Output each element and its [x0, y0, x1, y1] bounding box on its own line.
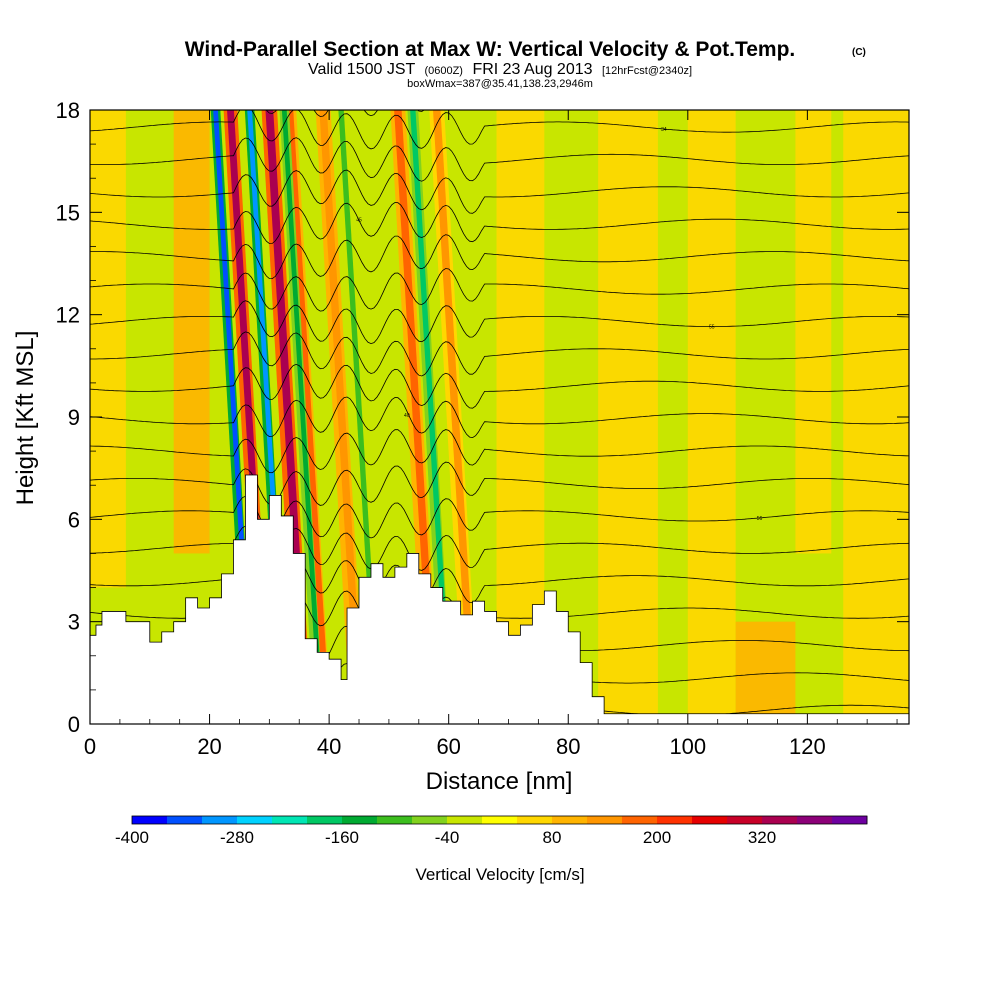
x-axis-label: Distance [nm]: [426, 768, 573, 795]
colorbar-frame: [131, 815, 868, 825]
isentrope-line: [90, 110, 909, 150]
colorbar-swatch: [587, 816, 623, 824]
x-tick-label: 40: [317, 734, 341, 759]
colorbar-tick-label: -40: [435, 828, 460, 847]
isentrope-label: 45: [356, 218, 362, 224]
velocity-band-core: [394, 110, 435, 656]
isentrope-line: [90, 268, 909, 312]
colorbar-swatch: [412, 816, 448, 824]
valid-time: Valid 1500 JST: [308, 61, 416, 78]
colorbar-swatch: [517, 816, 553, 824]
y-tick-label: 9: [68, 405, 80, 430]
velocity-band-core: [338, 110, 377, 656]
velocity-band-core: [432, 110, 474, 656]
isentrope-line: [90, 429, 909, 474]
y-tick-label: 3: [68, 610, 80, 635]
velocity-band-core: [410, 110, 449, 656]
chart-title: Wind-Parallel Section at Max W: Vertical…: [185, 38, 796, 61]
isentrope-line: [90, 300, 909, 345]
y-tick-label: 15: [56, 200, 80, 225]
y-axis-label: Height [Kft MSL]: [12, 331, 39, 506]
colorbar-swatch: [167, 816, 203, 824]
y-tick-label: 0: [68, 712, 80, 737]
y-tick-label: 6: [68, 507, 80, 532]
velocity-band-core: [265, 110, 307, 656]
x-tick-label: 120: [789, 734, 826, 759]
colorbar-tick-label: 200: [643, 828, 671, 847]
colorbar-swatch: [762, 816, 798, 824]
isentrope-line: [90, 495, 909, 539]
colorbar-swatch: [552, 816, 588, 824]
isentrope-line: [90, 137, 909, 182]
velocity-patch: [173, 110, 210, 554]
x-tick-label: 100: [669, 734, 706, 759]
velocity-band-core: [213, 110, 251, 656]
isentrope-line: [90, 525, 909, 571]
colorbar-tick-label: -280: [220, 828, 254, 847]
isentrope-label: 56: [757, 516, 763, 522]
colorbar-title: Vertical Velocity [cm/s]: [415, 865, 584, 884]
isentrope-line: [90, 363, 909, 409]
isentrope-label: 40: [404, 413, 410, 419]
colorbar-swatch: [272, 816, 308, 824]
colorbar-swatch: [832, 816, 868, 824]
isentrope-line: [90, 202, 909, 244]
isentrope-line: [90, 331, 909, 377]
colorbar-swatch: [482, 816, 518, 824]
chart-title-mark: (C): [852, 47, 866, 58]
plot-area: 60385640554534: [90, 110, 909, 724]
colorbar-tick-label: 80: [543, 828, 562, 847]
x-tick-label: 20: [197, 734, 221, 759]
y-tick-label: 12: [56, 303, 80, 328]
isentrope-label: 34: [661, 127, 667, 133]
box-wmax-line: boxWmax=387@35.41,138.23,2946m: [407, 78, 593, 90]
isentrope-label: 55: [709, 325, 715, 331]
isentrope-line: [90, 461, 909, 506]
colorbar-swatch: [797, 816, 833, 824]
velocity-band-core: [281, 110, 320, 656]
colorbar-swatch: [132, 816, 168, 824]
vertical-velocity-field: [90, 110, 909, 724]
velocity-band-core: [319, 110, 360, 656]
colorbar-tick-label: -160: [325, 828, 359, 847]
colorbar-swatch: [237, 816, 273, 824]
terrain: [90, 474, 909, 724]
colorbar-swatch: [377, 816, 413, 824]
colorbar-swatch: [447, 816, 483, 824]
chart-subtitle: Valid 1500 JST (0600Z) FRI 23 Aug 2013 […: [308, 61, 692, 78]
valid-utc: (0600Z): [424, 65, 463, 77]
isentrope-line: [90, 234, 909, 280]
colorbar-swatch: [727, 816, 763, 824]
velocity-patch: [795, 110, 832, 554]
colorbar-swatch: [657, 816, 693, 824]
x-tick-label: 0: [84, 734, 96, 759]
isentrope-line: [90, 169, 909, 214]
velocity-patch: [687, 110, 736, 724]
valid-date: FRI 23 Aug 2013: [472, 61, 592, 78]
colorbar-swatch: [622, 816, 658, 824]
colorbar-tick-label: -400: [115, 828, 149, 847]
x-tick-label: 80: [556, 734, 580, 759]
colorbar-tick-label: 320: [748, 828, 776, 847]
isentrope-line: [90, 396, 909, 439]
x-tick-label: 60: [436, 734, 460, 759]
colorbar-swatch: [342, 816, 378, 824]
forecast-tag: [12hrFcst@2340z]: [602, 65, 692, 77]
velocity-patch: [598, 110, 658, 724]
colorbar-swatch: [202, 816, 238, 824]
y-tick-label: 18: [56, 98, 80, 123]
colorbar-swatch: [307, 816, 343, 824]
axes: 0 20 40 60 80 100 120 0 3 6 9 12 15 18: [56, 98, 909, 759]
colorbar: -400 -280 -160 -40 80 200 320: [115, 815, 868, 847]
colorbar-swatch: [692, 816, 728, 824]
velocity-band-core: [287, 110, 327, 656]
